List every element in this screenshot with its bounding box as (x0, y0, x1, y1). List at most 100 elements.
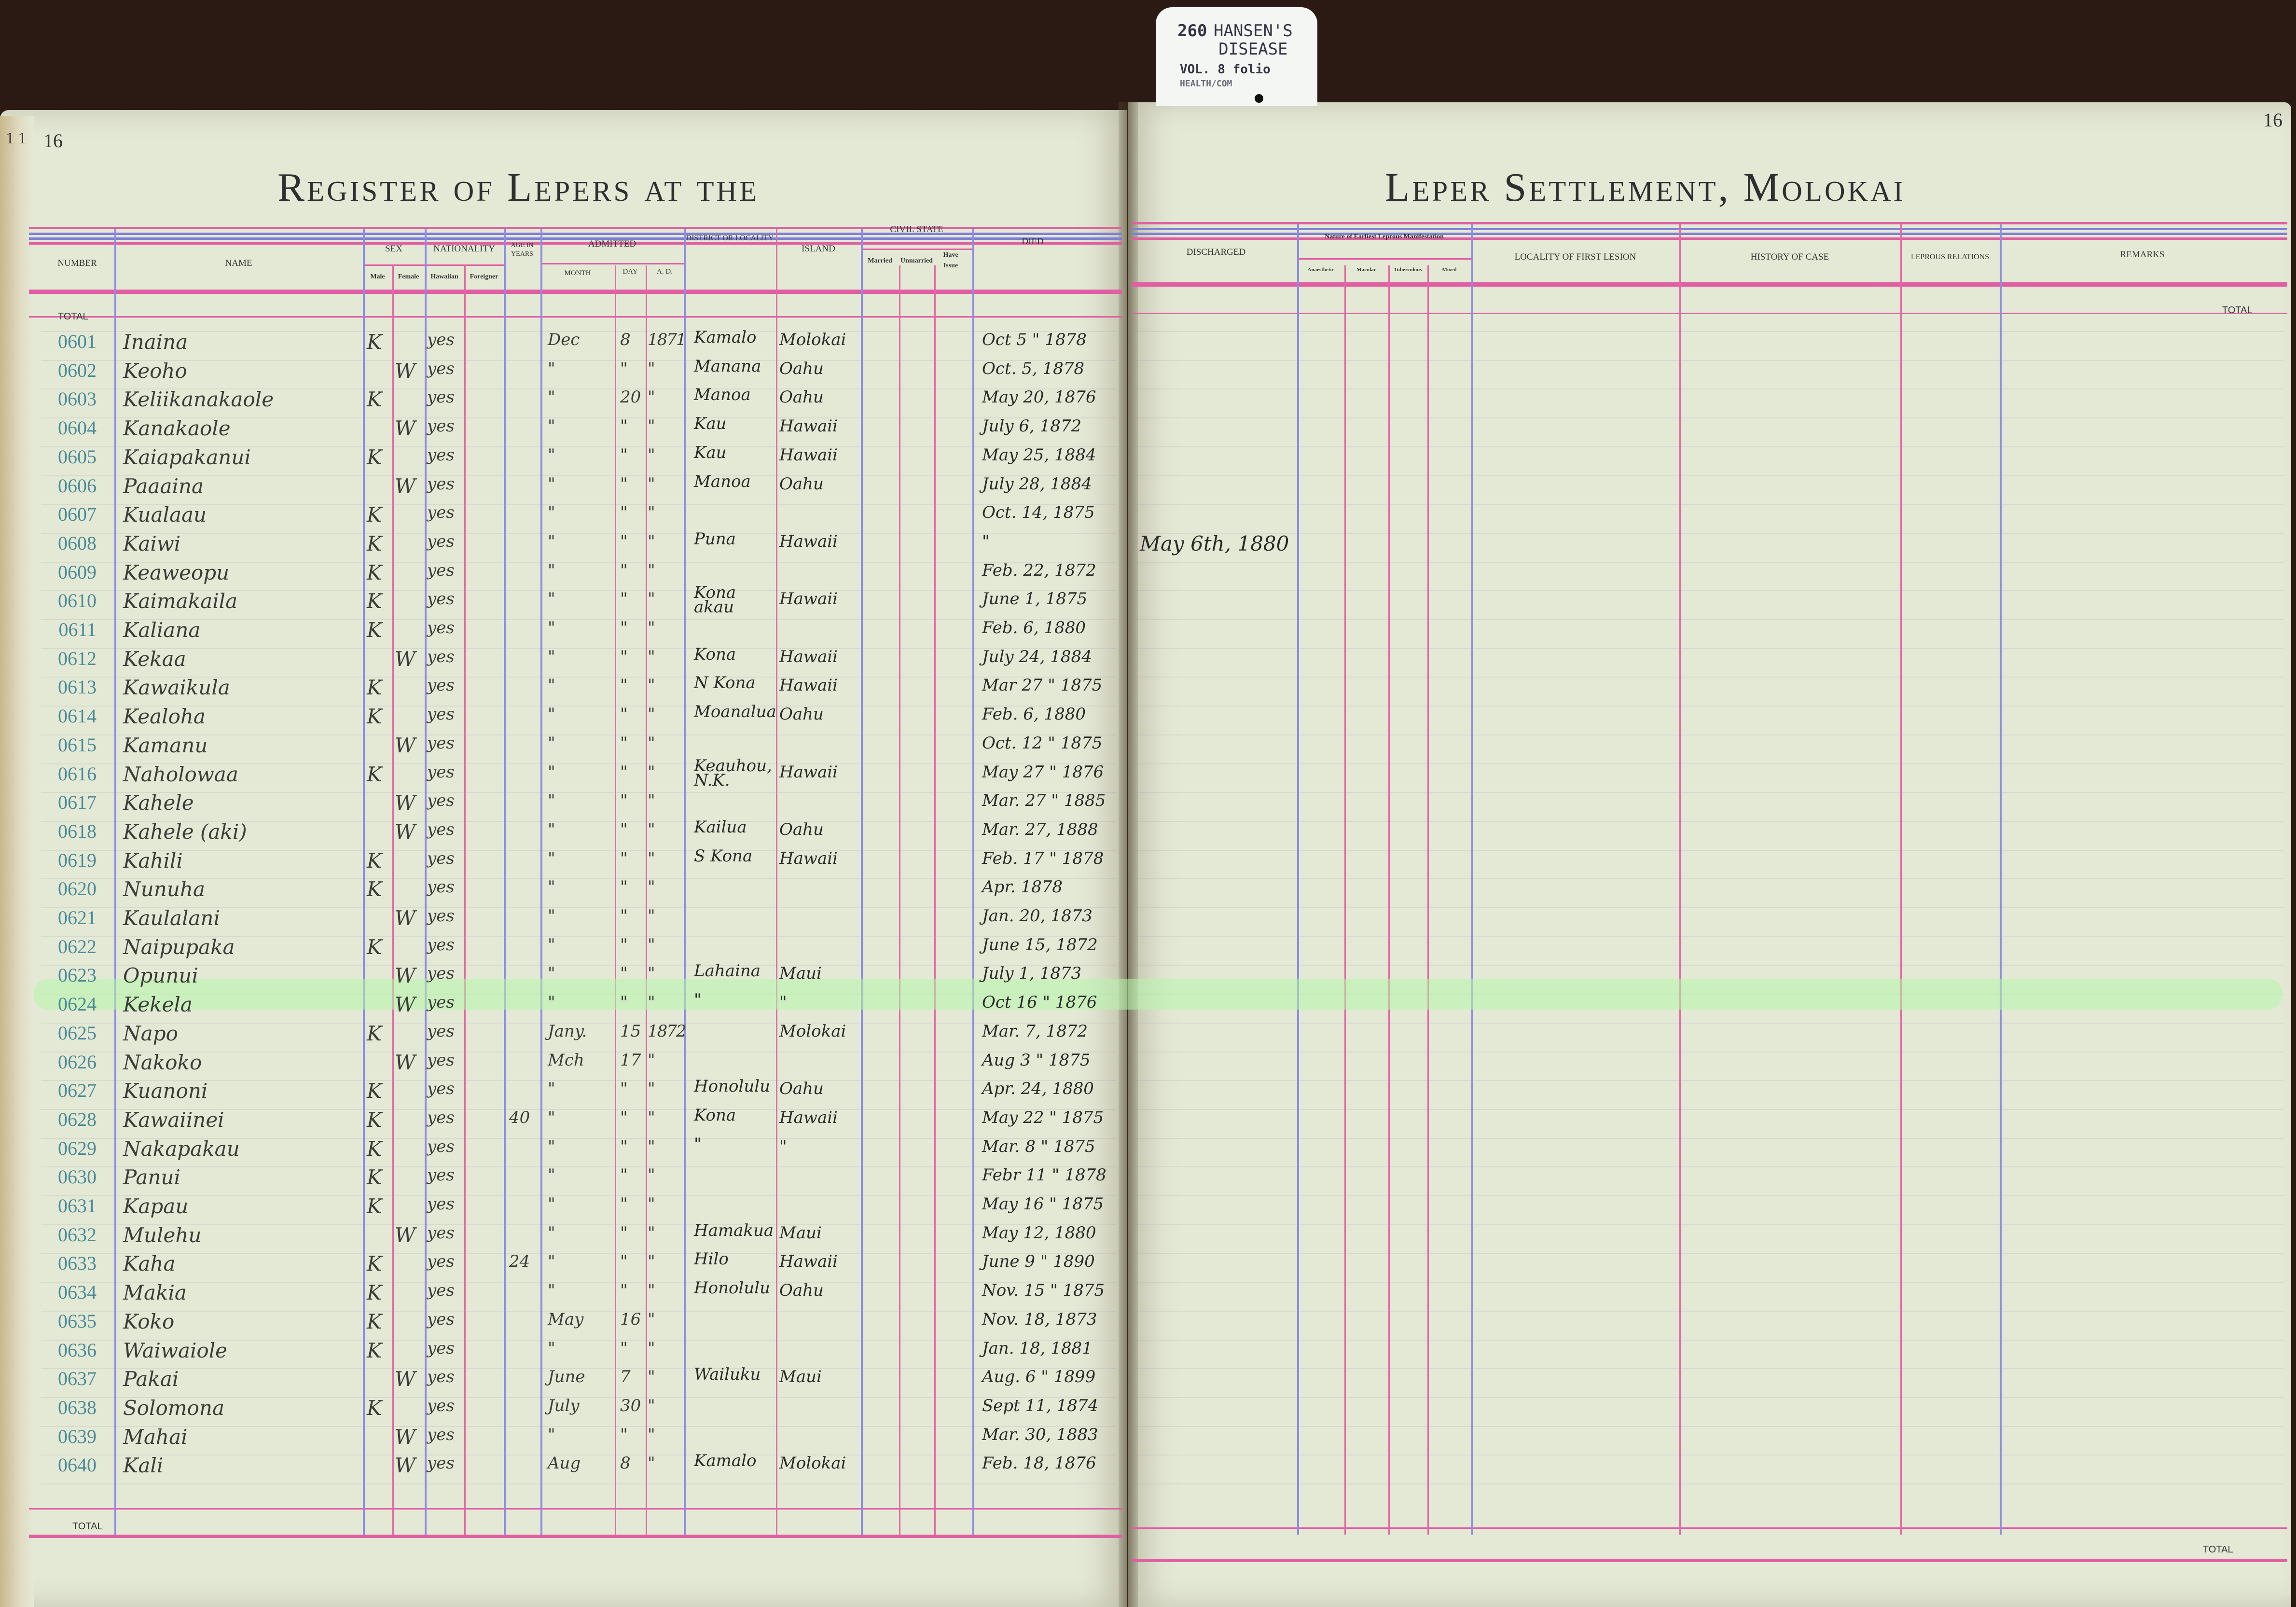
row-number: 0618 (58, 820, 97, 842)
row-number: 0619 (58, 849, 97, 871)
died-date: Sept 11, 1874 (982, 1396, 1099, 1415)
sex-male-mark: K (367, 1338, 382, 1362)
header-foreigner: Foreigner (470, 273, 498, 280)
died-date: Apr. 1878 (982, 877, 1063, 897)
header-mixed: Mixed (1442, 267, 1457, 273)
header-rule (1132, 228, 2287, 230)
admitted-year: " (648, 1079, 655, 1099)
admitted-day: " (620, 848, 628, 868)
column-rule (1297, 224, 1299, 1535)
admitted-day: " (620, 935, 628, 955)
row-rule (41, 417, 1117, 419)
nationality-hawaiian-mark: yes (427, 1021, 455, 1041)
nationality-hawaiian-mark: yes (427, 993, 455, 1012)
sex-male-mark: K (367, 676, 382, 700)
admitted-month: Dec (548, 330, 580, 349)
admitted-year: " (648, 848, 655, 868)
row-rule (1135, 734, 2283, 735)
admitted-day: " (620, 359, 628, 378)
admitted-year: " (648, 705, 655, 724)
sex-male-mark: K (367, 935, 382, 959)
died-date: June 1, 1875 (982, 589, 1088, 609)
admitted-year: " (648, 964, 655, 984)
row-number: 0630 (58, 1166, 97, 1188)
sex-male-mark: K (367, 589, 382, 613)
admitted-month: " (548, 705, 555, 724)
admitted-year: " (648, 791, 655, 811)
died-date: Oct. 5, 1878 (982, 359, 1084, 378)
column-rule (934, 265, 936, 1535)
row-number: 0601 (58, 331, 97, 352)
row-rule (41, 1224, 1117, 1225)
admitted-year: " (648, 1367, 655, 1387)
header-died: Died (1022, 236, 1044, 247)
died-date: Mar. 7, 1872 (982, 1021, 1088, 1041)
header-leprous-relations: Leprous Relations (1910, 253, 1990, 261)
died-date: May 22 " 1875 (982, 1108, 1104, 1127)
admitted-day: " (620, 676, 628, 695)
admitted-year: " (648, 647, 655, 666)
island: Hawaii (779, 647, 838, 666)
admitted-year: " (648, 1223, 655, 1243)
admitted-month: " (548, 589, 555, 609)
sex-male-mark: K (367, 877, 382, 901)
admitted-day: " (620, 1338, 628, 1358)
nationality-hawaiian-mark: yes (427, 848, 455, 868)
column-rule (684, 229, 686, 1535)
nationality-hawaiian-mark: yes (427, 560, 455, 580)
row-rule (41, 734, 1117, 735)
island: Oahu (779, 819, 824, 839)
district-locality: Kona (694, 1105, 736, 1125)
island: Maui (779, 1223, 822, 1243)
nationality-hawaiian-mark: yes (427, 1338, 455, 1358)
admitted-month: " (548, 503, 555, 523)
row-rule (1135, 1108, 2283, 1110)
patient-name: Kahele (aki) (123, 819, 247, 844)
row-highlight (34, 979, 2282, 1010)
row-rule (41, 1022, 1117, 1024)
district-locality: Moanalua (694, 702, 776, 722)
row-number: 0614 (58, 705, 97, 727)
admitted-year: " (648, 1309, 655, 1329)
island: Hawaii (779, 589, 838, 609)
age-years: 24 (509, 1252, 530, 1272)
row-rule (1135, 331, 2283, 332)
admitted-month: " (548, 906, 555, 926)
died-date: Apr. 24, 1880 (982, 1079, 1094, 1099)
admitted-day: 17 (620, 1050, 641, 1070)
row-rule (1135, 1080, 2283, 1081)
admitted-year: " (648, 1050, 655, 1070)
died-date: Oct 5 " 1878 (982, 330, 1087, 349)
nationality-hawaiian-mark: yes (427, 906, 455, 926)
admitted-day: " (620, 531, 628, 551)
died-date: Mar. 30, 1883 (982, 1425, 1098, 1444)
header-macular: Macular (1356, 267, 1376, 273)
header-nature: Nature of Earliest Leprous Manifestation (1325, 233, 1444, 240)
admitted-day: " (620, 1165, 628, 1185)
died-date: " (982, 531, 990, 551)
died-date: Feb. 6, 1880 (982, 705, 1086, 724)
island: Oahu (779, 1281, 824, 1301)
died-date: Aug. 6 " 1899 (982, 1367, 1096, 1387)
row-rule (1135, 677, 2283, 678)
nationality-hawaiian-mark: yes (427, 964, 455, 984)
row-rule (1135, 849, 2283, 851)
row-number: 0637 (58, 1368, 97, 1390)
admitted-month: " (548, 676, 555, 695)
subheader-rule (540, 263, 684, 264)
row-rule (1135, 1282, 2283, 1283)
sex-female-mark: W (395, 1223, 416, 1247)
died-date: Nov. 18, 1873 (982, 1309, 1097, 1329)
column-rule (646, 265, 647, 1535)
admitted-day: " (620, 762, 628, 782)
patient-name: Kaliana (123, 618, 201, 642)
row-rule (41, 446, 1117, 447)
admitted-month: " (548, 935, 555, 955)
died-date: July 24, 1884 (982, 647, 1092, 666)
admitted-day: " (620, 647, 628, 666)
header-married: Married (868, 257, 892, 264)
header-have-issue: Have Issue (943, 251, 958, 269)
header-number: Number (57, 258, 97, 268)
patient-name: Nakapakau (123, 1136, 240, 1161)
column-rule (464, 265, 466, 1535)
